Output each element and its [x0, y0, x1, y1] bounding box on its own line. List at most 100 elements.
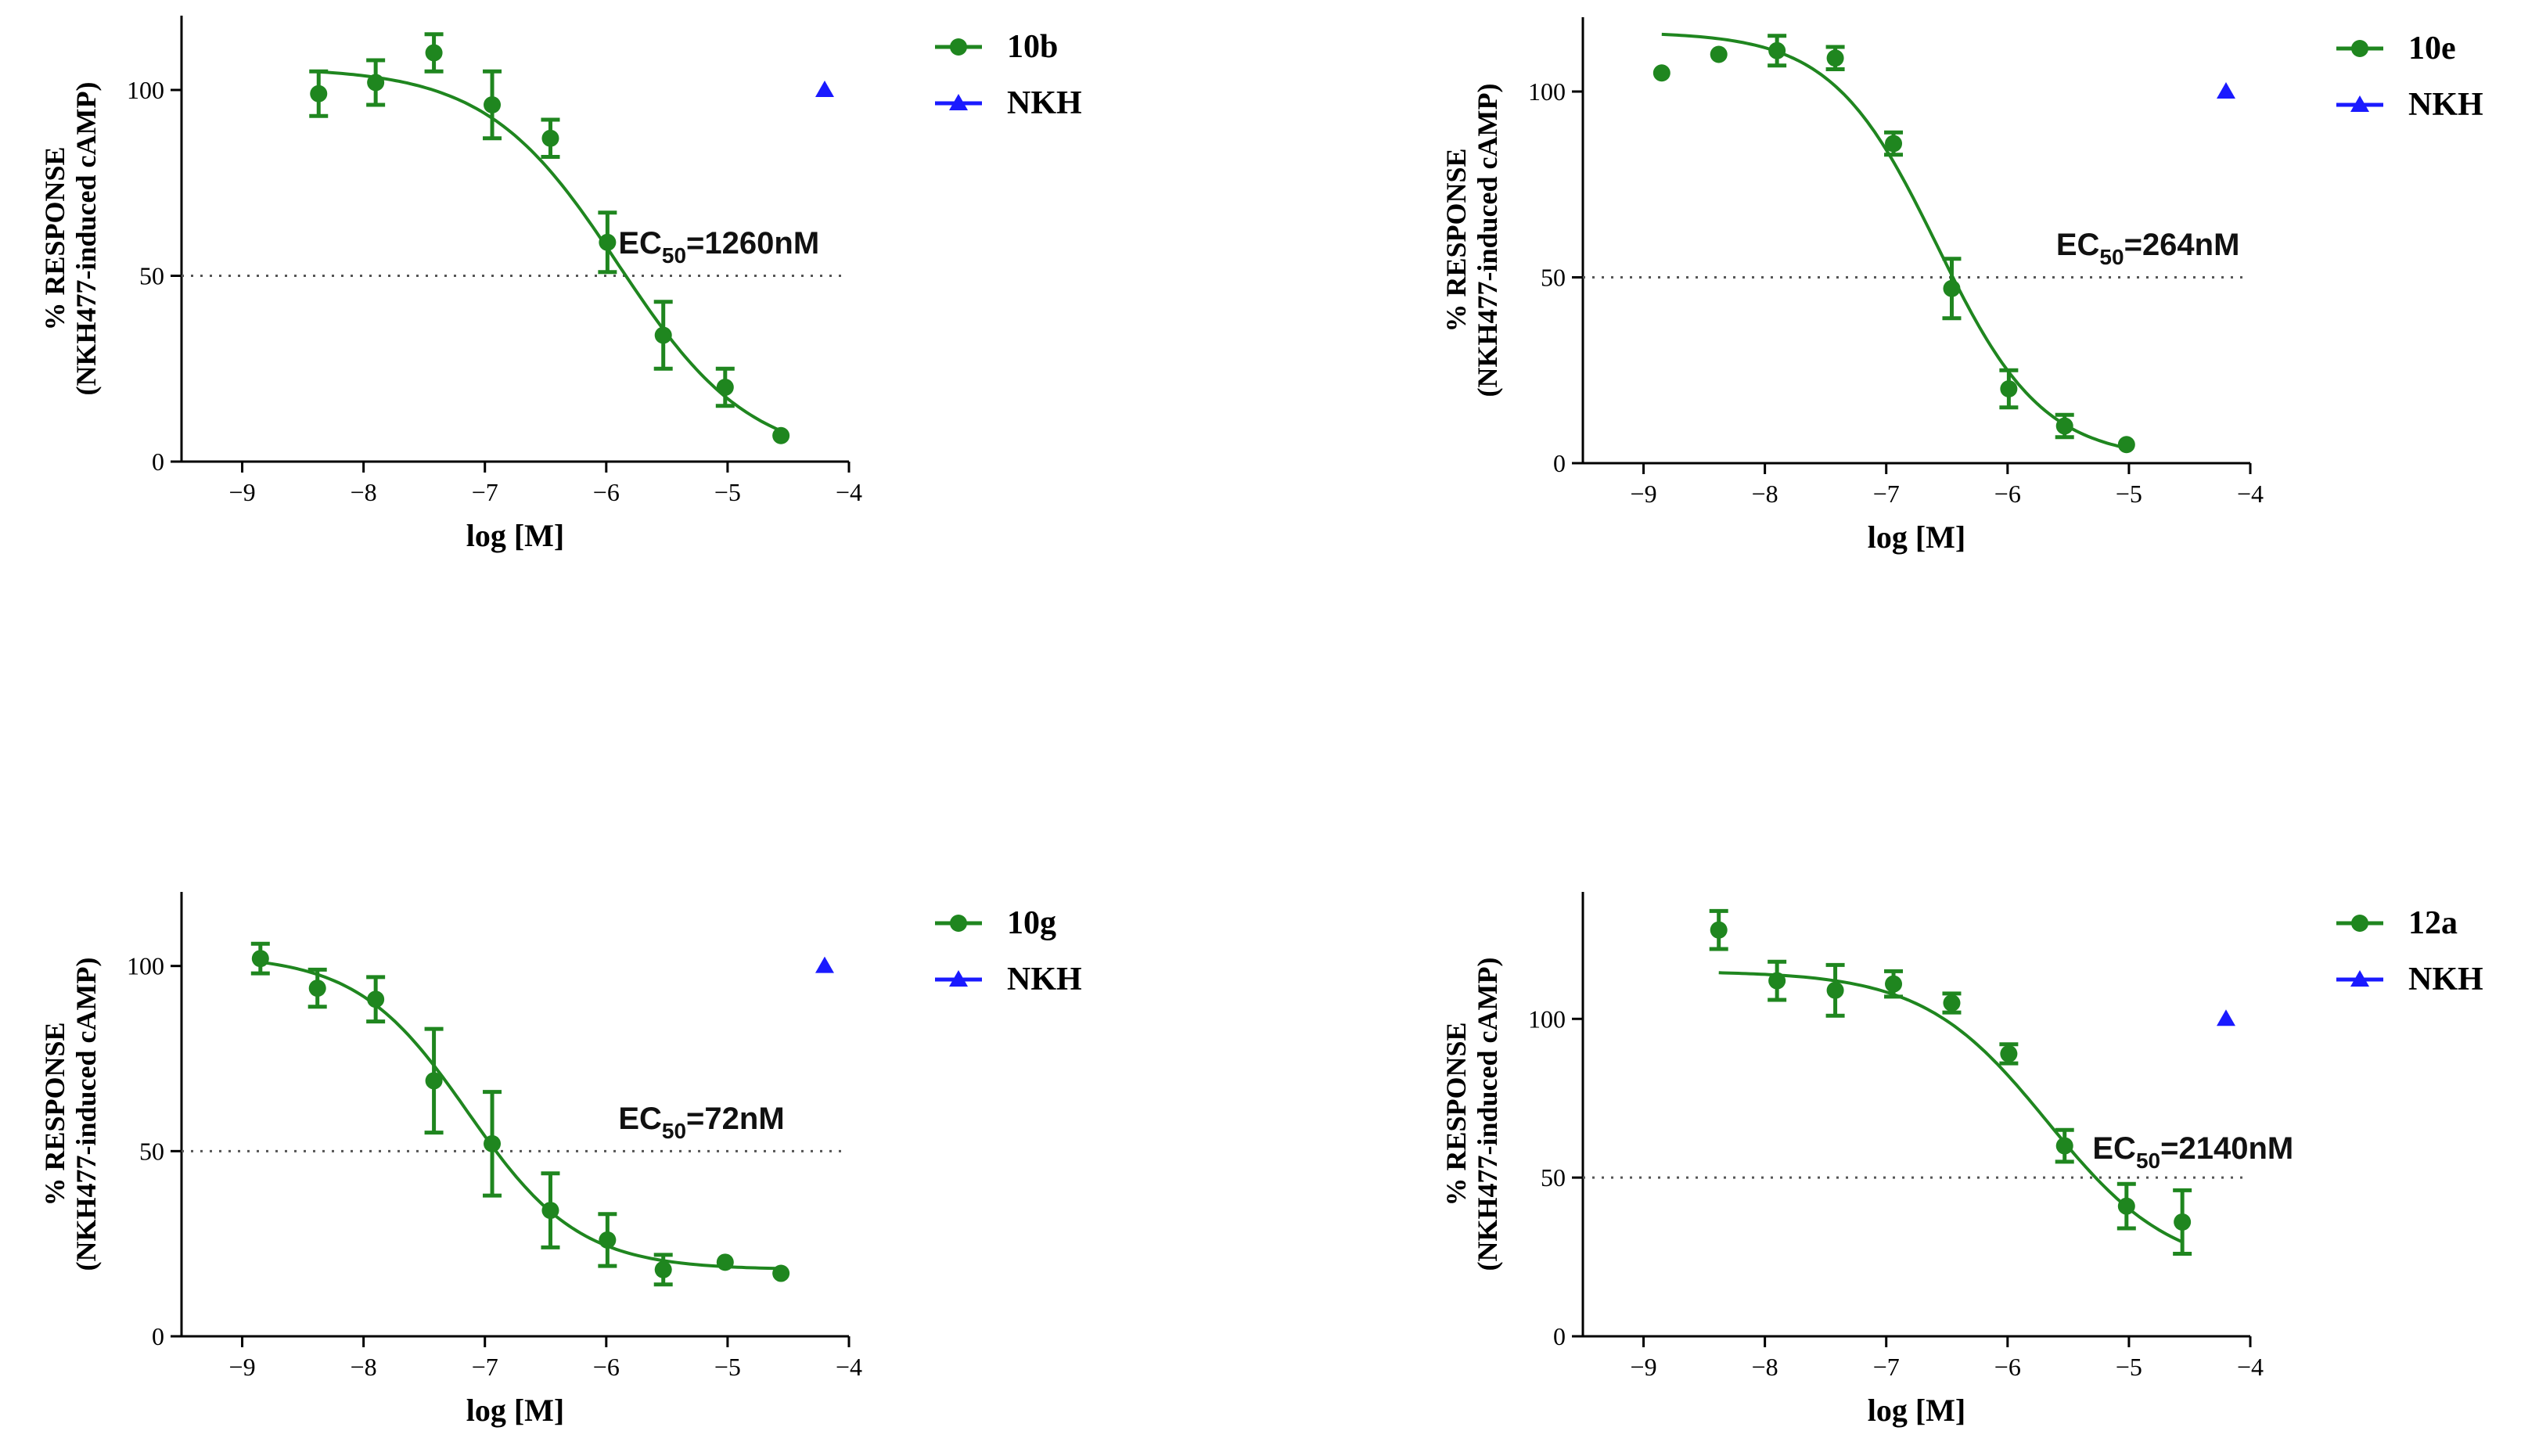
data-point-10g: [599, 1231, 617, 1249]
data-point-12a: [2117, 1197, 2135, 1215]
data-point-12a: [1768, 972, 1786, 990]
legend: 10e NKH: [2336, 31, 2483, 123]
x-tick-label: −4: [2237, 1353, 2264, 1381]
legend-label-compound: 12a: [2408, 905, 2458, 941]
legend-circle-icon: [950, 38, 967, 56]
y-axis-label-line1: % RESPONSE: [1440, 1022, 1472, 1206]
legend: 10g NKH: [935, 905, 1082, 998]
x-axis-label: log [M]: [466, 518, 565, 553]
y-tick-label: 100: [1528, 77, 1566, 106]
x-tick-label: −7: [472, 478, 498, 506]
data-point-10b: [425, 44, 443, 62]
data-point-10e: [1652, 64, 1670, 82]
x-tick-label: −5: [714, 1353, 741, 1381]
legend-label-compound: 10b: [1007, 29, 1058, 65]
chart-panel-bottom-right: −9 −8 −7 −6 −5 −4 0 50 100 log [M] % RESPONSE (NKH4…: [1440, 892, 2483, 1428]
data-point-12a: [1826, 981, 1844, 999]
y-axis-label-line1: % RESPONSE: [1440, 148, 1472, 332]
fit-curve-10e: [1661, 32, 2127, 450]
legend-triangle-icon: [2350, 970, 2369, 987]
x-tick-label: −6: [1994, 480, 2021, 508]
x-tick-label: −8: [351, 1353, 377, 1381]
fit-curve-12a: [1718, 971, 2183, 1244]
legend-label-reference: NKH: [2408, 962, 2483, 998]
ec50-label: EC50=1260nM: [618, 226, 819, 268]
x-tick-label: −9: [229, 1353, 256, 1381]
y-tick-label: 0: [152, 448, 164, 476]
x-axis-label: log [M]: [466, 1393, 565, 1428]
ec50-label-subscript: 50: [662, 1119, 686, 1143]
y-tick-label: 100: [1528, 1005, 1566, 1033]
data-point-10b: [484, 96, 502, 113]
ec50-label-value: =2140nM: [2160, 1131, 2293, 1166]
legend: 12a NKH: [2336, 905, 2483, 998]
data-point-10e: [2055, 417, 2073, 435]
legend-label-compound: 10g: [1007, 905, 1056, 941]
ec50-label-value: =72nM: [686, 1102, 785, 1136]
data-point-10e: [1710, 45, 1728, 63]
y-axis-label-line2: (NKH477-induced cAMP): [1472, 84, 1503, 397]
y-axis-label-line2: (NKH477-induced cAMP): [70, 958, 102, 1271]
x-tick-label: −7: [472, 1353, 498, 1381]
y-tick-label: 100: [127, 76, 164, 104]
x-tick-label: −7: [1873, 480, 1900, 508]
x-tick-label: −9: [229, 478, 256, 506]
y-axis-label-line2: (NKH477-induced cAMP): [70, 82, 102, 396]
ec50-label-main: EC: [618, 226, 662, 261]
ec50-label-main: EC: [2056, 228, 2100, 262]
data-point-NKH: [2216, 82, 2235, 99]
data-point-NKH: [815, 81, 834, 97]
x-axis-label: log [M]: [1868, 1393, 1966, 1428]
fit-curve-10g: [260, 960, 782, 1271]
legend-triangle-icon: [949, 970, 968, 987]
ec50-label-main: EC: [2092, 1131, 2136, 1166]
x-tick-label: −5: [714, 478, 741, 506]
y-axis-label-line1: % RESPONSE: [39, 146, 70, 330]
data-point-10g: [251, 950, 269, 968]
legend-circle-icon: [950, 915, 967, 932]
x-tick-label: −6: [593, 478, 620, 506]
data-point-10e: [2117, 436, 2135, 454]
ec50-label-subscript: 50: [662, 243, 686, 268]
y-tick-label: 0: [152, 1322, 164, 1350]
data-point-10e: [1768, 41, 1786, 59]
data-point-NKH: [2216, 1009, 2235, 1026]
legend-triangle-icon: [2350, 95, 2369, 112]
x-tick-label: −5: [2116, 1353, 2142, 1381]
fit-curve-10b: [318, 70, 782, 433]
data-point-10g: [654, 1260, 672, 1278]
data-point-10g: [425, 1072, 443, 1090]
chart-panel-top-right: −9 −8 −7 −6 −5 −4 0 50 100 log [M] % RESPONSE (NKH4…: [1440, 17, 2483, 555]
ec50-label-value: =1260nM: [686, 226, 819, 261]
data-point-10b: [716, 379, 734, 396]
data-point-10e: [1885, 135, 1903, 153]
data-point-10e: [1826, 49, 1844, 67]
x-axis-label: log [M]: [1868, 519, 1966, 555]
x-tick-label: −4: [836, 478, 862, 506]
data-point-10g: [541, 1202, 559, 1220]
data-point-10g: [716, 1253, 734, 1271]
data-point-10b: [772, 426, 790, 444]
data-point-10e: [2000, 380, 2018, 397]
x-tick-label: −8: [1752, 1353, 1778, 1381]
legend: 10b NKH: [935, 29, 1082, 121]
x-tick-label: −7: [1873, 1353, 1900, 1381]
y-axis-label-line1: % RESPONSE: [39, 1022, 70, 1206]
x-tick-label: −6: [1994, 1353, 2021, 1381]
data-point-12a: [1710, 921, 1728, 939]
chart-panel-top-left: −9 −8 −7 −6 −5 −4 0 50 100 log [M] % RESPONSE (NKH4…: [39, 16, 1082, 553]
y-tick-label: 50: [139, 262, 164, 290]
x-tick-label: −4: [836, 1353, 862, 1381]
x-tick-label: −8: [1752, 480, 1778, 508]
legend-circle-icon: [2351, 915, 2368, 932]
ec50-label-value: =264nM: [2124, 228, 2240, 262]
data-point-10g: [772, 1264, 790, 1282]
data-point-10b: [654, 326, 672, 344]
ec50-label: EC50=264nM: [2056, 228, 2240, 269]
data-point-10g: [367, 990, 385, 1008]
data-point-12a: [2174, 1213, 2192, 1231]
data-point-12a: [2055, 1137, 2073, 1155]
ec50-label-subscript: 50: [2136, 1149, 2160, 1173]
data-point-10b: [367, 74, 385, 92]
